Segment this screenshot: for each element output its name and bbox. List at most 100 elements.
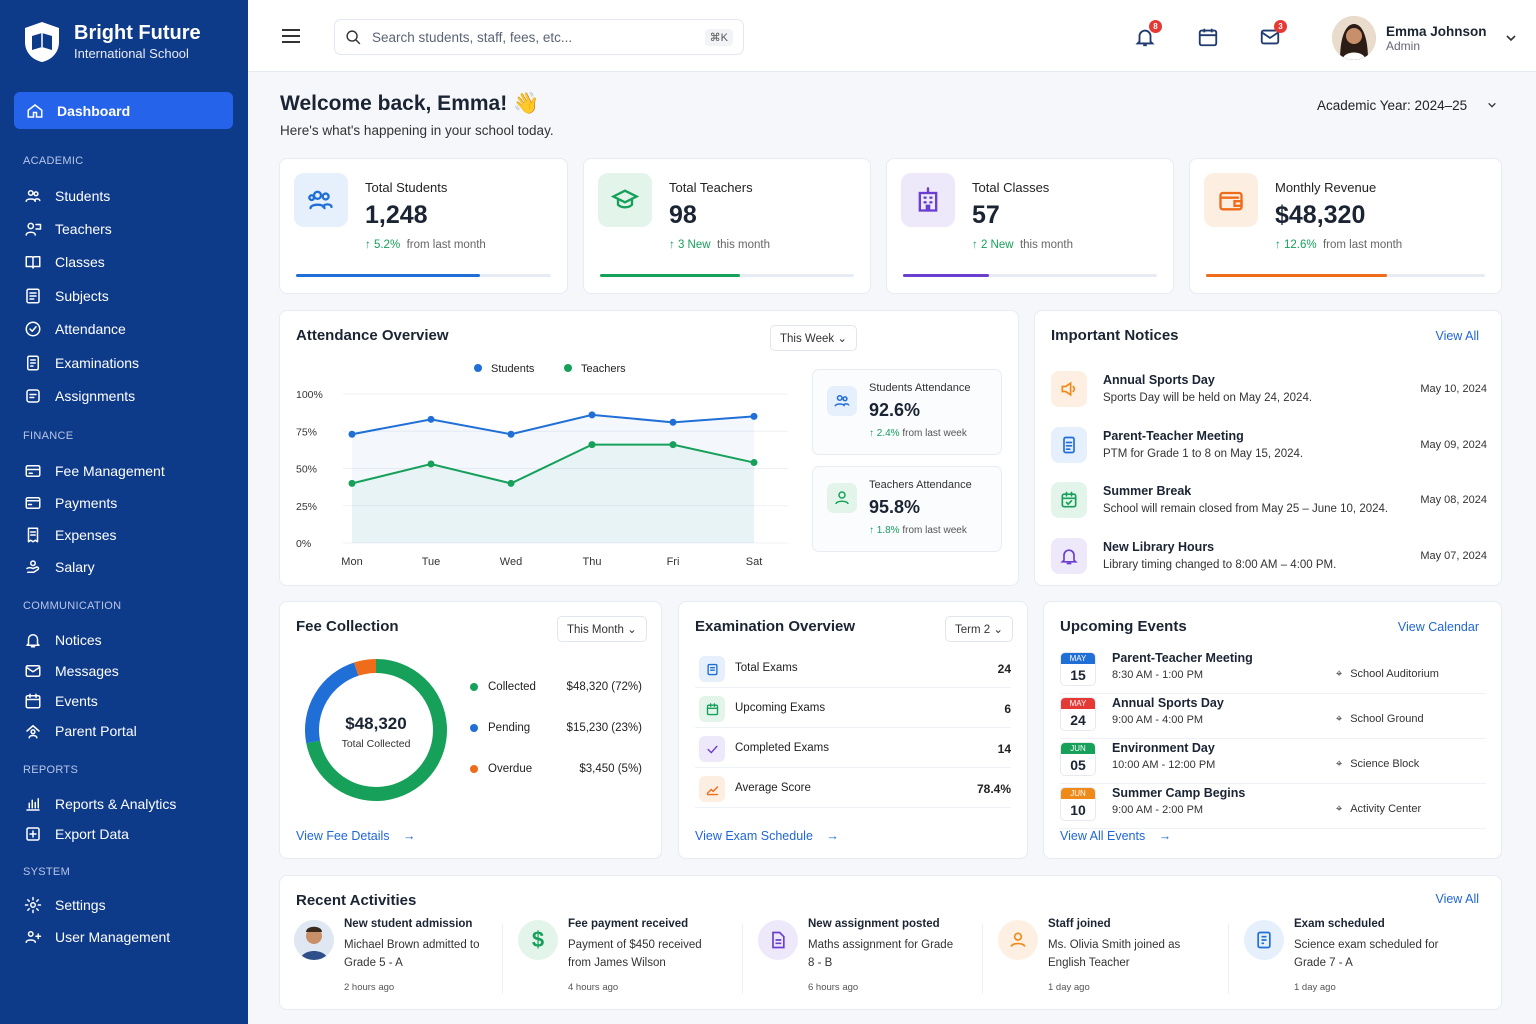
calendar-button[interactable] [1197, 26, 1219, 48]
data-point-students[interactable] [669, 418, 677, 426]
sidebar-item-expenses[interactable]: Expenses [24, 525, 116, 545]
data-point-students[interactable] [588, 411, 596, 419]
notifications-button[interactable]: 8 [1134, 20, 1162, 48]
academic-year-select[interactable]: Academic Year: 2024–25 [1317, 98, 1497, 113]
activity-item[interactable]: Exam scheduled Science exam scheduled for… [1244, 918, 1474, 1008]
notification-badge: 8 [1149, 20, 1162, 33]
sidebar-item-classes[interactable]: Classes [24, 252, 105, 272]
sidebar-item-payments[interactable]: Payments [24, 493, 117, 513]
activity-item[interactable]: $ Fee payment received Payment of $450 rec… [518, 918, 748, 1008]
stat-change-text: this month [716, 239, 771, 251]
event-item[interactable]: MAY 24 Annual Sports Day 9:00 AM - 4:00 PM ⌖… [1060, 695, 1486, 739]
event-time: 9:00 AM - 4:00 PM [1112, 714, 1204, 726]
sidebar-item-teachers[interactable]: Teachers [24, 219, 112, 239]
series-area-students [352, 414, 754, 543]
sidebar-item-export-data[interactable]: Export Data [24, 824, 129, 844]
data-point-teachers[interactable] [750, 459, 758, 467]
fee-collection-card: Fee Collection This Month ⌄ $48,320 Tota… [279, 601, 662, 859]
notice-title: Parent-Teacher Meeting [1103, 428, 1244, 443]
event-month: MAY [1061, 698, 1095, 709]
exam-row[interactable]: Completed Exams 14 [695, 730, 1011, 768]
donut-slice-collected[interactable] [306, 659, 447, 801]
view-exam-schedule-link[interactable]: View Exam Schedule → [695, 829, 839, 843]
attendance-range-select[interactable]: This Week ⌄ [770, 325, 857, 351]
data-point-students[interactable] [750, 412, 758, 420]
search-bar[interactable]: ⌘K [334, 19, 744, 55]
exam-row[interactable]: Upcoming Exams 6 [695, 690, 1011, 728]
data-point-students[interactable] [348, 430, 356, 438]
activity-item[interactable]: Staff joined Ms. Olivia Smith joined as E… [998, 918, 1228, 1008]
sidebar-item-assignments[interactable]: Assignments [24, 386, 135, 406]
data-point-teachers[interactable] [669, 441, 677, 449]
menu-icon[interactable] [282, 28, 300, 44]
sidebar-item-students[interactable]: Students [24, 186, 110, 206]
search-input[interactable] [372, 29, 705, 45]
sidebar-item-subjects[interactable]: Subjects [24, 286, 109, 306]
sidebar-item-dashboard[interactable]: Dashboard [14, 92, 233, 129]
event-item[interactable]: JUN 10 Summer Camp Begins 9:00 AM - 2:00 PM… [1060, 785, 1486, 829]
donut-slice-pending[interactable] [305, 662, 359, 744]
sidebar-item-parent-portal[interactable]: Parent Portal [24, 721, 137, 741]
students-attendance-label: Students Attendance [869, 382, 971, 394]
sidebar-item-examinations[interactable]: Examinations [24, 353, 139, 373]
notice-item[interactable]: New Library Hours Library timing changed … [1051, 536, 1487, 586]
view-fee-details-link[interactable]: View Fee Details → [296, 829, 416, 843]
sidebar-item-label: Payments [55, 495, 118, 511]
messages-button[interactable]: 3 [1259, 20, 1287, 48]
sidebar-item-user-management[interactable]: User Management [24, 927, 170, 947]
mail-icon [1260, 29, 1280, 45]
data-point-students[interactable] [427, 415, 435, 423]
revenue-stat-card[interactable]: Monthly Revenue $48,320 ↑ 12.6% from last … [1189, 158, 1502, 294]
notice-item[interactable]: Parent-Teacher Meeting PTM for Grade 1 to… [1051, 425, 1487, 475]
data-point-students[interactable] [507, 430, 515, 438]
sidebar-item-reports-analytics[interactable]: Reports & Analytics [24, 794, 176, 814]
activities-view-all-link[interactable]: View All [1435, 892, 1479, 906]
exam-row[interactable]: Average Score 78.4% [695, 770, 1011, 808]
students-stat-card[interactable]: Total Students 1,248 ↑ 5.2% from last mont… [279, 158, 568, 294]
data-point-teachers[interactable] [588, 441, 596, 449]
exam-row-value: 14 [997, 742, 1011, 756]
brand[interactable]: Bright Future International School [22, 20, 201, 64]
event-item[interactable]: JUN 05 Environment Day 10:00 AM - 12:00 PM ⌖… [1060, 740, 1486, 784]
activity-title: New student admission [344, 918, 473, 930]
stat-change: ↑ 12.6% from last month [1275, 239, 1402, 251]
data-point-teachers[interactable] [348, 479, 356, 487]
fee-range-select[interactable]: This Month ⌄ [557, 616, 647, 642]
sidebar-item-label: Subjects [55, 288, 109, 304]
donut-slice-overdue[interactable] [354, 659, 377, 676]
sidebar-item-attendance[interactable]: Attendance [24, 319, 126, 339]
sidebar-item-label: Notices [55, 632, 102, 648]
classes-stat-card[interactable]: Total Classes 57 ↑ 2 New this month [886, 158, 1174, 294]
data-point-teachers[interactable] [507, 479, 515, 487]
data-point-teachers[interactable] [427, 460, 435, 468]
activity-time: 2 hours ago [344, 982, 395, 993]
megaphone-icon [1051, 371, 1087, 407]
building-icon [901, 173, 955, 227]
view-all-events-link[interactable]: View All Events → [1060, 829, 1171, 843]
sidebar-item-settings[interactable]: Settings [24, 895, 106, 915]
teachers-stat-card[interactable]: Total Teachers 98 ↑ 3 New this month [583, 158, 871, 294]
notice-item[interactable]: Summer Break School will remain closed fr… [1051, 480, 1487, 530]
notice-item[interactable]: Annual Sports Day Sports Day will be held… [1051, 369, 1487, 419]
view-calendar-link[interactable]: View Calendar [1397, 620, 1479, 634]
user-menu[interactable]: Emma Johnson Admin [1332, 16, 1517, 60]
notices-view-all-link[interactable]: View All [1435, 329, 1479, 343]
sidebar-item-messages[interactable]: Messages [24, 661, 119, 681]
fee-legend-row: Pending $15,230 (23%) [470, 722, 642, 734]
sidebar-item-label: Attendance [55, 321, 126, 337]
sidebar-item-notices[interactable]: Notices [24, 630, 102, 650]
event-item[interactable]: MAY 15 Parent-Teacher Meeting 8:30 AM - 1:0… [1060, 650, 1486, 694]
stat-change-text: from last month [406, 239, 486, 251]
legend-dot [470, 723, 478, 732]
activity-item[interactable]: New assignment posted Maths assignment fo… [758, 918, 988, 1008]
bell-icon [26, 634, 40, 648]
legend-marker [474, 364, 482, 372]
users-icon [25, 190, 41, 202]
sidebar-item-salary[interactable]: Salary [24, 557, 95, 577]
activity-item[interactable]: New student admission Michael Brown admit… [294, 918, 524, 1008]
exam-row[interactable]: Total Exams 24 [695, 650, 1011, 688]
sidebar-item-fee-management[interactable]: Fee Management [24, 461, 165, 481]
sidebar-item-events[interactable]: Events [24, 691, 98, 711]
arrow-right-icon: → [1158, 829, 1172, 843]
exam-term-select[interactable]: Term 2 ⌄ [945, 616, 1013, 642]
